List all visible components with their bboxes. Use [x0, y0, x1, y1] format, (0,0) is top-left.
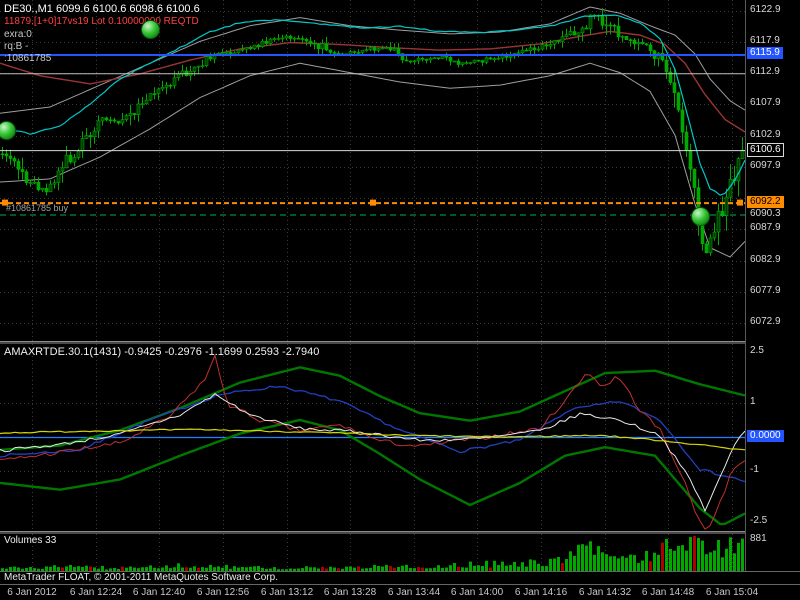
time-axis-label: 6 Jan 14:16	[514, 587, 568, 598]
time-axis[interactable]: 6 Jan 2012 6 Jan 12:24 6 Jan 12:40 6 Jan 12…	[0, 585, 800, 600]
time-axis-label: 6 Jan 13:44	[387, 587, 441, 598]
time-axis-label: 6 Jan 12:24	[69, 587, 123, 598]
current-price-label: 6100.6	[747, 143, 784, 157]
time-axis-label: 6 Jan 15:04	[705, 587, 759, 598]
status-bar: MetaTrader FLOAT, © 2001-2011 MetaQuotes…	[0, 571, 800, 585]
trade-line-label: #10861785 buy	[6, 202, 69, 213]
hline-value-label: 6115.9	[747, 47, 783, 59]
price-scale-label: 6097.9	[750, 160, 781, 171]
main-chart-pane[interactable]: DE30.,M1 6099.6 6100.6 6098.6 6100.6 118…	[0, 0, 745, 341]
hline-value-label: 0.0000	[747, 430, 784, 442]
price-scale-label: 2.5	[750, 345, 764, 356]
ea-comment-label: 11879.[1+0]17vs19 Lot 0.10000000 REQTD	[4, 16, 199, 27]
indicator-pane[interactable]: AMAXRTDE.30.1(1431) -0.9425 -0.2976 -1.1…	[0, 344, 745, 531]
pane-divider[interactable]	[0, 531, 745, 534]
price-scale-label: -1	[750, 464, 759, 475]
indicator-title-label: AMAXRTDE.30.1(1431) -0.9425 -0.2976 -1.1…	[4, 346, 320, 358]
status-bar-text: MetaTrader FLOAT, © 2001-2011 MetaQuotes…	[4, 572, 278, 583]
price-scale-label: 1	[750, 396, 756, 407]
time-axis-label: 6 Jan 14:32	[578, 587, 632, 598]
price-scale-label: 6122.9	[750, 4, 781, 15]
time-axis-label: 6 Jan 13:12	[260, 587, 314, 598]
price-scale-label: 6102.9	[750, 129, 781, 140]
time-axis-label: 6 Jan 13:28	[323, 587, 377, 598]
volume-pane[interactable]: Volumes 33	[0, 534, 745, 571]
volume-title-label: Volumes 33	[4, 535, 57, 546]
ea-info-line: rq:B -	[4, 41, 29, 52]
price-scale-label: 6072.9	[750, 316, 781, 327]
price-scale-label: 6077.9	[750, 285, 781, 296]
price-scale-label: 6112.9	[750, 66, 780, 77]
candlestick-chart	[0, 0, 745, 341]
time-axis-label: 6 Jan 12:40	[132, 587, 186, 598]
price-scale-label: 6087.9	[750, 222, 781, 233]
price-scale-label: 6090.3	[750, 208, 781, 219]
time-axis-label: 6 Jan 14:48	[641, 587, 695, 598]
time-axis-label: 6 Jan 14:00	[450, 587, 504, 598]
signal-marker-icon[interactable]	[140, 19, 160, 39]
time-axis-label: 6 Jan 2012	[7, 587, 57, 598]
ea-info-line: :10861785	[4, 53, 52, 64]
ea-info-line: exra:0	[4, 29, 32, 40]
volume-chart	[1, 534, 744, 571]
signal-marker-icon[interactable]	[0, 120, 16, 140]
price-scale-label: 881	[750, 533, 767, 544]
price-scale[interactable]: 6122.9 6117.9 6115.9 6112.9 6107.9 6102.9 6100…	[745, 0, 800, 571]
price-scale-label: 6107.9	[750, 97, 781, 108]
pane-divider[interactable]	[0, 341, 745, 344]
price-scale-label: 6117.9	[750, 35, 780, 46]
symbol-ohlc-label: DE30.,M1 6099.6 6100.6 6098.6 6100.6	[4, 3, 200, 15]
order-price-label: 6092.2	[747, 196, 784, 208]
time-axis-label: 6 Jan 12:56	[196, 587, 250, 598]
price-scale-label: 6082.9	[750, 254, 781, 265]
signal-marker-icon[interactable]	[690, 206, 710, 226]
price-scale-label: -2.5	[750, 515, 768, 526]
indicator-chart	[0, 344, 745, 531]
